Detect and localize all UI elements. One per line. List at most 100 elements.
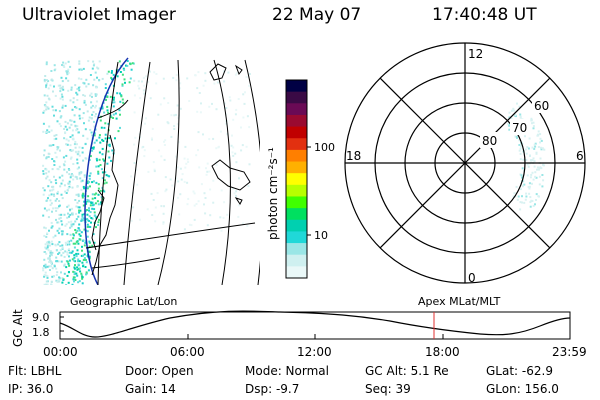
emission-pixel [80,274,83,277]
emission-pixel [67,89,70,92]
emission-pixel [69,149,72,152]
emission-pixel [79,177,82,180]
emission-pixel [152,199,155,201]
emission-pixel [72,237,75,240]
emission-pixel [48,144,51,147]
emission-pixel [99,164,102,166]
emission-pixel [75,255,78,258]
emission-pixel [538,195,540,198]
emission-pixel [66,260,69,263]
emission-pixel [84,259,87,261]
emission-pixel [61,223,64,226]
emission-pixel [187,161,190,163]
lat-label-70: 70 [512,121,527,135]
emission-pixel [42,130,45,133]
emission-pixel [46,275,49,278]
emission-pixel [101,198,104,200]
emission-pixel [43,274,46,277]
emission-pixel [109,95,112,98]
emission-pixel [89,185,91,188]
emission-pixel [70,223,73,226]
emission-pixel [97,170,100,173]
emission-pixel [88,240,91,243]
emission-pixel [111,101,114,104]
emission-pixel [195,203,198,205]
emission-pixel [64,132,67,135]
emission-pixel [108,175,111,178]
emission-pixel [97,165,100,168]
emission-pixel [50,202,53,205]
emission-pixel [104,87,107,89]
emission-pixel [93,241,96,244]
emission-pixel [58,176,61,179]
emission-pixel [73,271,76,274]
emission-pixel [219,216,222,219]
info-gc-alt: GC Alt: 5.1 Re [365,364,449,378]
emission-pixel [80,219,83,222]
emission-pixel [535,152,538,155]
emission-pixel [57,190,59,193]
emission-pixel [85,85,88,88]
emission-pixel [63,137,66,140]
emission-pixel [198,166,201,169]
emission-pixel [50,144,53,147]
emission-pixel [71,186,74,189]
emission-pixel [86,254,89,257]
emission-pixel [73,273,76,276]
emission-pixel [226,133,229,136]
emission-pixel [65,192,68,194]
emission-pixel [78,117,81,120]
emission-pixel [47,197,49,200]
emission-pixel [62,156,65,159]
emission-pixel [525,195,528,198]
date-label: 22 May 07 [272,5,362,25]
emission-pixel [526,163,529,166]
emission-pixel [531,182,533,185]
emission-pixel [84,143,87,146]
emission-pixel [521,195,523,198]
emission-pixel [67,68,70,71]
emission-pixel [71,129,74,132]
emission-pixel [69,99,72,102]
emission-pixel [121,83,124,86]
emission-pixel [113,101,116,104]
parallel-line [85,222,256,249]
emission-pixel [186,77,189,80]
emission-pixel [57,232,60,235]
emission-pixel [48,229,50,232]
emission-pixel [50,226,53,229]
emission-pixel [46,276,49,279]
emission-pixel [197,131,200,134]
emission-pixel [50,240,53,243]
emission-pixel [48,131,51,133]
emission-pixel [146,208,149,211]
emission-pixel [52,90,54,93]
emission-pixel [536,166,539,169]
emission-pixel [104,137,107,140]
emission-pixel [75,218,78,221]
emission-pixel [151,127,154,130]
emission-pixel [69,144,72,147]
emission-pixel [86,182,89,185]
emission-pixel [95,181,98,184]
emission-pixel [44,263,47,266]
emission-pixel [157,113,160,116]
emission-pixel [49,189,52,192]
emission-pixel [88,181,91,184]
emission-pixel [53,265,56,268]
emission-pixel [44,243,47,246]
emission-pixel [93,132,96,135]
emission-pixel [519,113,522,116]
emission-pixel [75,91,78,94]
emission-pixel [50,129,53,132]
emission-pixel [234,73,237,76]
emission-pixel [44,131,47,133]
emission-pixel [223,80,226,83]
emission-pixel [76,177,79,180]
emission-pixel [74,146,77,149]
emission-pixel [91,104,94,107]
emission-pixel [541,185,544,188]
emission-pixel [82,67,85,70]
emission-pixel [61,104,64,107]
